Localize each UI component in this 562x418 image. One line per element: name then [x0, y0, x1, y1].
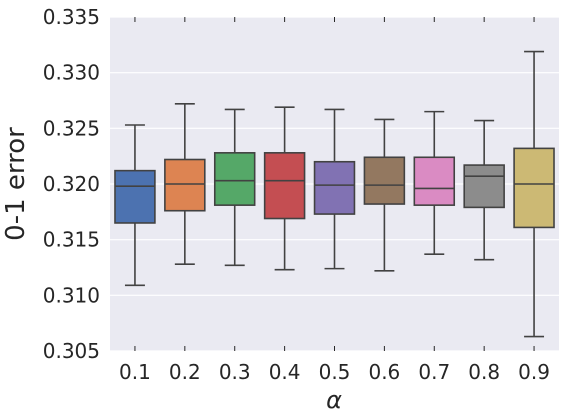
box-0.9 — [513, 50, 555, 338]
x-tick-label: 0.9 — [518, 360, 550, 384]
y-tick-label: 0.335 — [43, 5, 100, 29]
y-tick-label: 0.330 — [43, 61, 100, 85]
box-0.5 — [313, 108, 356, 270]
box-body — [363, 156, 406, 205]
x-tick-label: 0.7 — [418, 360, 450, 384]
x-tick-label: 0.4 — [269, 360, 301, 384]
x-tick-label: 0.3 — [219, 360, 251, 384]
box-body — [263, 152, 306, 220]
box-body — [463, 164, 505, 209]
y-axis-ticks: 0.305 0.310 0.315 0.320 0.325 0.330 0.335 — [43, 5, 100, 363]
y-axis-title: 0-1 error — [1, 127, 31, 241]
x-tick-label: 0.8 — [468, 360, 500, 384]
box-body — [313, 160, 356, 215]
y-tick-label: 0.305 — [43, 339, 100, 363]
box-0.8 — [463, 119, 505, 261]
y-tick-label: 0.320 — [43, 172, 100, 196]
x-tick-label: 0.2 — [169, 360, 201, 384]
box-0.4 — [263, 106, 306, 271]
box-body — [413, 156, 456, 206]
box-body — [164, 158, 206, 212]
box-body — [513, 147, 555, 229]
y-tick-label: 0.325 — [43, 116, 100, 140]
box-0.1 — [114, 124, 156, 287]
x-axis-title: α — [326, 386, 342, 414]
box-0.2 — [164, 103, 206, 265]
boxes — [114, 50, 555, 338]
y-tick-label: 0.310 — [43, 283, 100, 307]
box-body — [213, 152, 256, 206]
box-body — [114, 169, 156, 224]
y-tick-label: 0.315 — [43, 228, 100, 252]
box-0.7 — [413, 110, 456, 255]
x-axis-ticks: 0.1 0.2 0.3 0.4 0.5 0.6 0.7 0.8 0.9 — [119, 17, 550, 384]
x-tick-label: 0.5 — [319, 360, 351, 384]
box-0.6 — [363, 118, 406, 272]
x-tick-label: 0.6 — [368, 360, 400, 384]
x-tick-label: 0.1 — [119, 360, 151, 384]
box-0.3 — [213, 108, 256, 267]
